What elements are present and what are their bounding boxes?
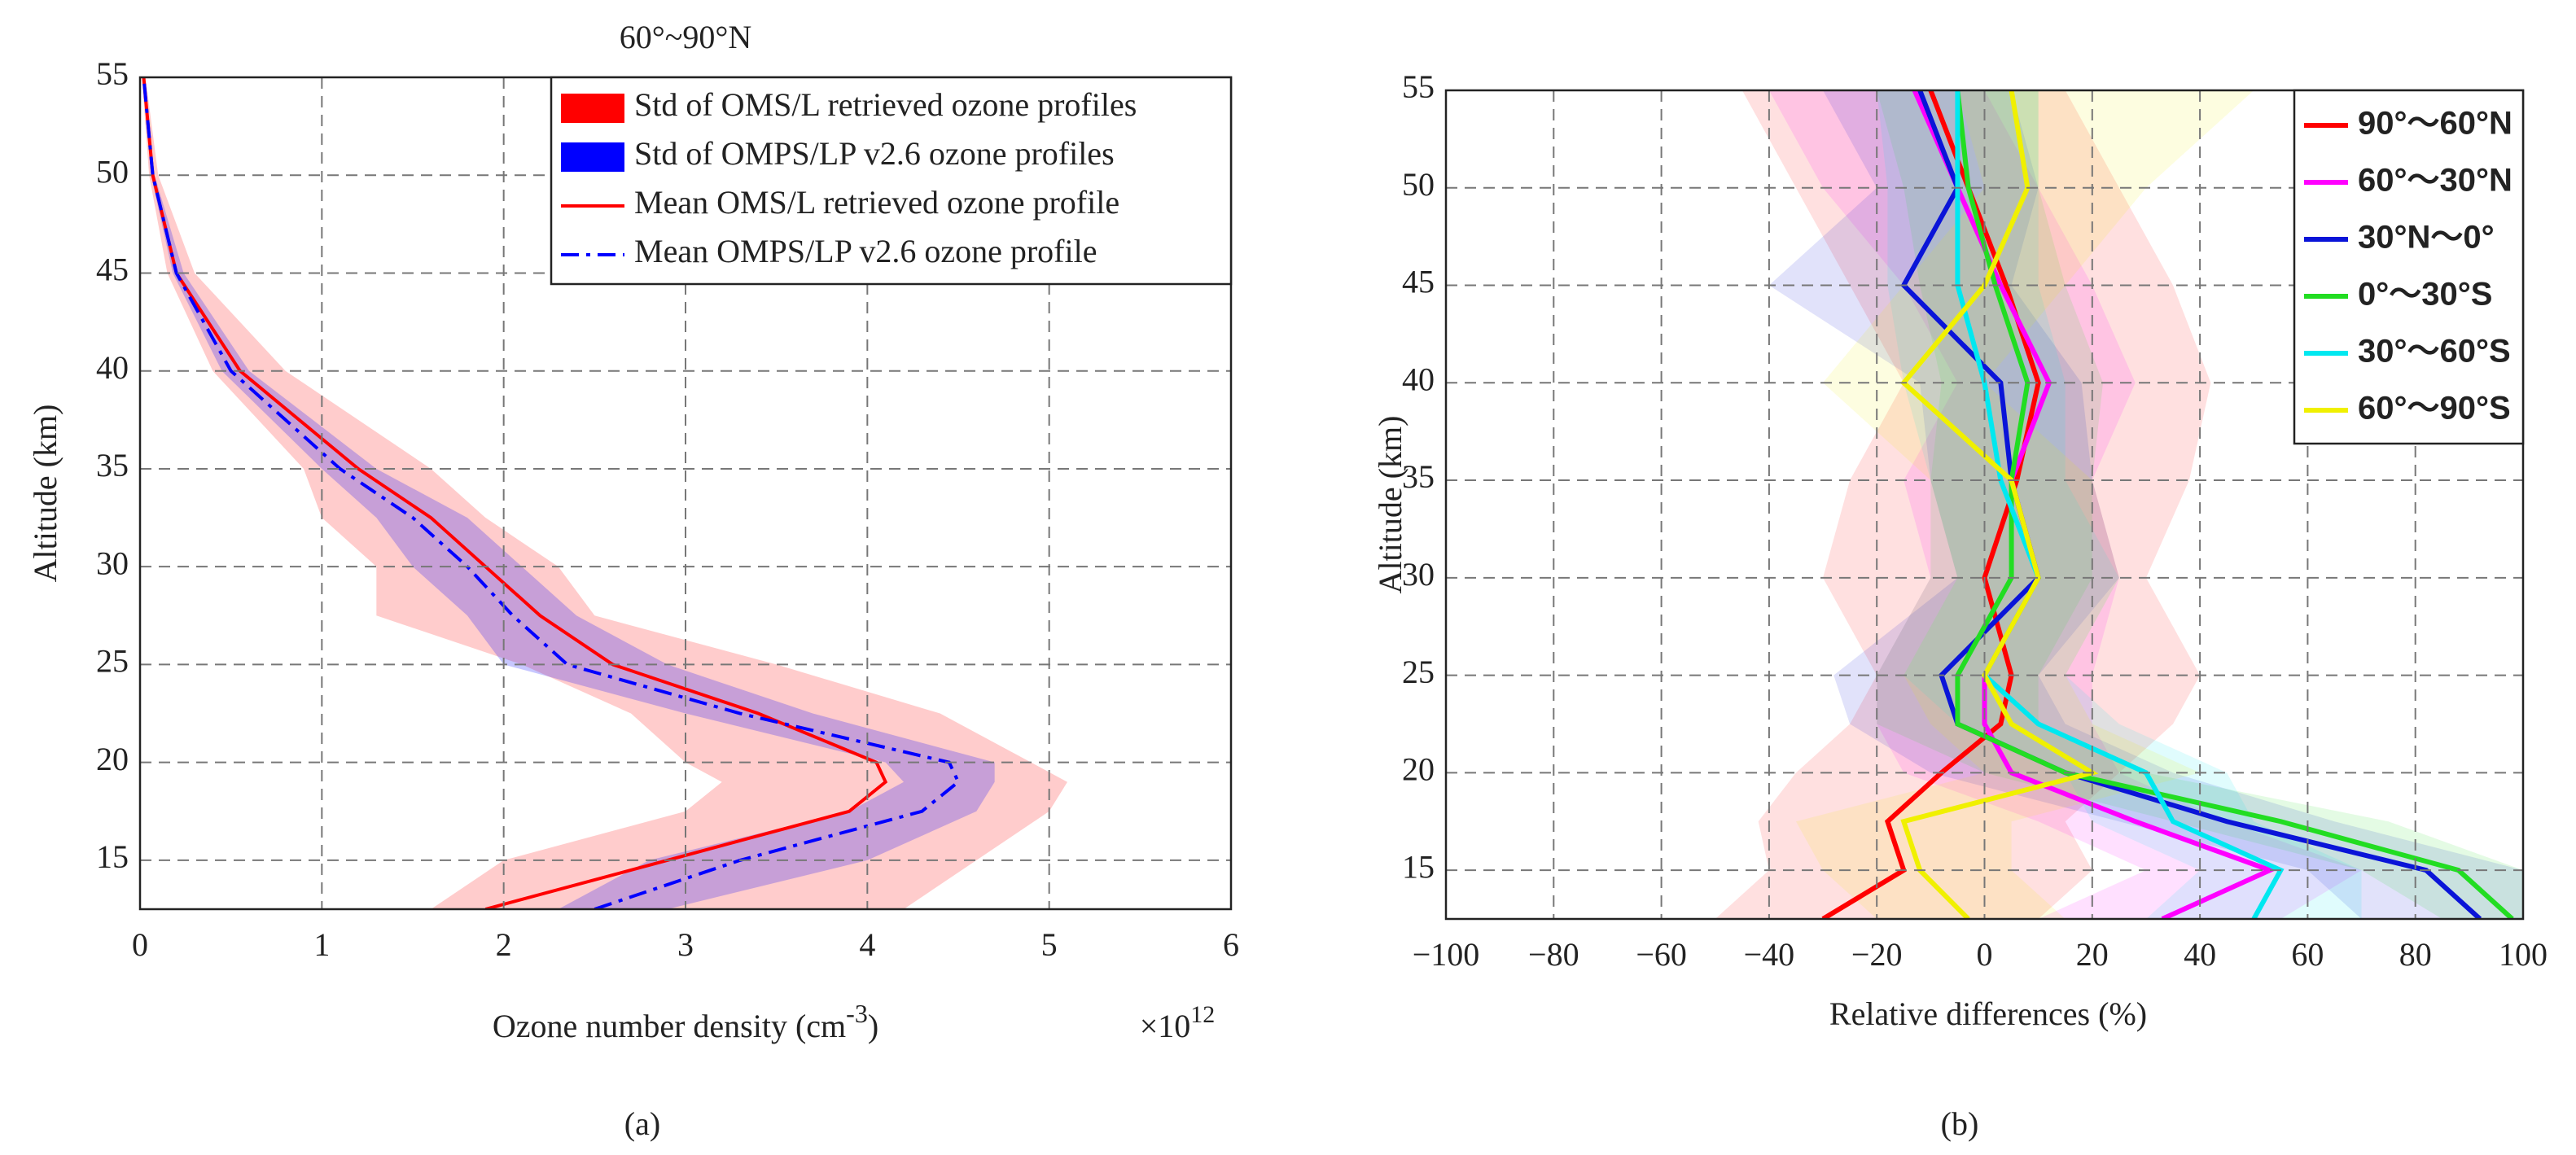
x-tick-label: −100 (1413, 936, 1480, 973)
std-band (142, 77, 1067, 909)
std-band (1715, 90, 2211, 919)
x-tick-label: 6 (1223, 926, 1239, 963)
y-tick-label: 40 (1402, 361, 1435, 397)
x-multiplier: ×1012 (1140, 1001, 1216, 1044)
legend-label: Mean OMS/L retrieved ozone profile (634, 184, 1119, 221)
y-tick-label: 45 (1402, 264, 1435, 300)
y-tick-label: 40 (96, 349, 129, 386)
x-axis-label: Ozone number density (cm-3) (493, 999, 878, 1044)
y-tick-label: 25 (1402, 654, 1435, 690)
legend-label: 0°～30°S (2358, 277, 2492, 313)
legend-label: Std of OMS/L retrieved ozone profiles (634, 86, 1137, 123)
y-axis-label: Altitude (km) (1372, 416, 1408, 594)
legend: 90°～60°N 60°～30°N 30°N～0° 0°～30°S 30°～60°S 60… (2293, 89, 2525, 445)
y-tick-label: 20 (96, 741, 129, 777)
x-tick-label: 0 (132, 926, 148, 963)
profile-line (1900, 90, 2099, 919)
y-tick-label: 35 (96, 447, 129, 483)
std-band (143, 77, 995, 909)
profile-line (1900, 90, 2482, 919)
legend-swatch (561, 94, 624, 123)
y-tick-label: 35 (1402, 458, 1435, 495)
x-multiplier-exp: 12 (1190, 1001, 1215, 1028)
legend-label: Std of OMPS/LP v2.6 ozone profiles (634, 135, 1115, 172)
legend: Std of OMS/L retrieved ozone profiles Std… (550, 76, 1233, 286)
x-tick-label: 5 (1041, 926, 1058, 963)
chart-title: 60°~90°N (620, 19, 752, 55)
y-axis-label: Altitude (km) (27, 405, 64, 583)
legend-label: 60°～90°S (2358, 391, 2511, 427)
x-tick-label: −60 (1636, 936, 1687, 973)
legend-box (550, 76, 1233, 286)
x-tick-label: 100 (2499, 936, 2548, 973)
y-tick-label: 20 (1402, 751, 1435, 788)
legend-label: 30°N～0° (2358, 220, 2495, 256)
x-tick-label: 3 (677, 926, 694, 963)
panel-label: (b) (1941, 1105, 1979, 1142)
std-band (1877, 90, 2523, 919)
profile-line (142, 77, 888, 909)
x-tick-label: 4 (859, 926, 875, 963)
y-tick-label: 15 (1402, 848, 1435, 885)
x-axis-label-sup: -3 (846, 999, 868, 1028)
y-tick-label: 50 (96, 153, 129, 190)
plot (1715, 90, 2523, 919)
profile-line (1821, 90, 2041, 919)
y-tick-label: 55 (1402, 68, 1435, 105)
legend-label: 90°～60°N (2358, 106, 2512, 142)
y-tick-label: 15 (96, 838, 129, 875)
x-axis-label-text: Ozone number density (cm (493, 1008, 846, 1044)
legend-label: 30°～60°S (2358, 334, 2511, 370)
x-tick-label: −40 (1744, 936, 1795, 973)
y-tick-label: 45 (96, 252, 129, 288)
y-tick-label: 25 (96, 643, 129, 680)
y-tick-label: 30 (1402, 556, 1435, 593)
legend-label: 60°～30°N (2358, 163, 2512, 199)
legend-label: Mean OMPS/LP v2.6 ozone profile (634, 233, 1097, 269)
profile-line (142, 77, 961, 909)
panel-label: (a) (624, 1105, 660, 1142)
x-axis-label: Relative differences (%) (1829, 995, 2147, 1032)
x-tick-label: 1 (313, 926, 330, 963)
x-tick-label: 0 (1977, 936, 1993, 973)
y-tick-label: 50 (1402, 166, 1435, 203)
x-axis-label-suffix: ) (868, 1008, 878, 1044)
std-band (1795, 90, 2254, 919)
x-tick-label: 60 (2291, 936, 2324, 973)
plot (142, 77, 1067, 909)
x-tick-label: 80 (2399, 936, 2432, 973)
x-tick-label: 40 (2184, 936, 2216, 973)
legend-box (2293, 89, 2525, 445)
x-tick-label: −80 (1528, 936, 1579, 973)
legend-swatch (561, 142, 624, 172)
x-multiplier-base: ×10 (1140, 1008, 1191, 1044)
x-axis-label-text: Relative differences (%) (1829, 995, 2147, 1032)
y-tick-label: 55 (96, 55, 129, 92)
x-tick-label: −20 (1851, 936, 1903, 973)
axes-frame (1444, 89, 2525, 921)
y-tick-label: 30 (96, 545, 129, 581)
x-tick-label: 2 (496, 926, 512, 963)
x-tick-label: 20 (2076, 936, 2109, 973)
